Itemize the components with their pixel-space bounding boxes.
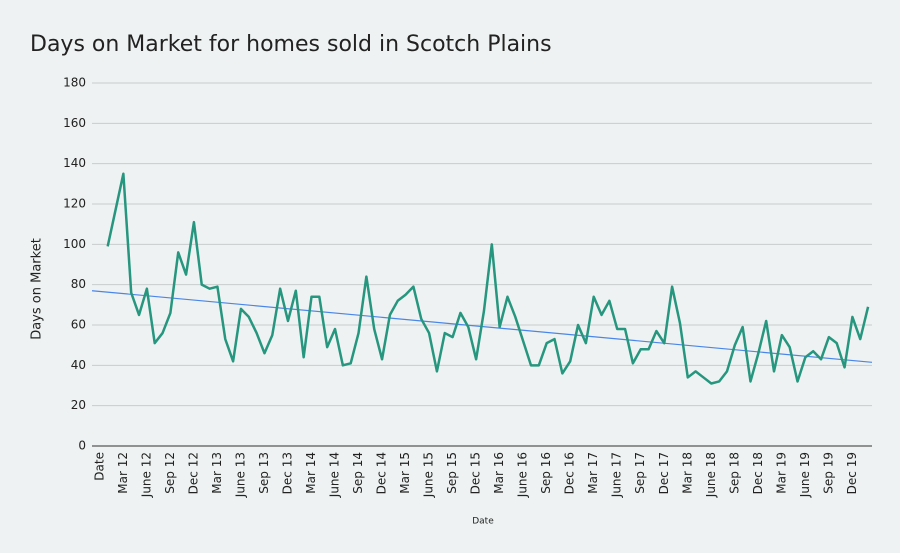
x-tick-label: Mar 18 xyxy=(680,452,694,494)
data-line xyxy=(106,172,870,385)
x-tick-label: Date xyxy=(92,452,106,481)
x-tick-label: Dec 15 xyxy=(469,452,483,494)
x-tick-label: Dec 12 xyxy=(186,452,200,494)
y-tick-label: 20 xyxy=(71,398,86,412)
y-tick-label: 60 xyxy=(71,318,86,332)
x-tick-label: Sep 13 xyxy=(257,452,271,494)
x-tick-label: June 15 xyxy=(422,452,436,498)
x-tick-label: Sep 12 xyxy=(163,452,177,494)
x-tick-label: Sep 18 xyxy=(727,452,741,494)
x-tick-label: June 18 xyxy=(704,452,718,498)
x-tick-label: June 16 xyxy=(516,452,530,498)
x-tick-label: Mar 19 xyxy=(774,452,788,494)
x-tick-label: Mar 16 xyxy=(492,452,506,494)
chart-title: Days on Market for homes sold in Scotch … xyxy=(30,32,552,57)
x-tick-label: June 12 xyxy=(139,452,153,498)
x-tick-label: June 13 xyxy=(233,452,247,498)
x-tick-label: June 14 xyxy=(328,452,342,498)
y-tick-label: 140 xyxy=(63,156,86,170)
x-tick-label: Mar 17 xyxy=(586,452,600,494)
x-tick-label: Mar 14 xyxy=(304,452,318,494)
x-tick-label: Mar 12 xyxy=(116,452,130,494)
x-tick-label: Dec 19 xyxy=(845,452,859,494)
x-tick-label: Dec 18 xyxy=(751,452,765,494)
x-tick-label: Sep 16 xyxy=(539,452,553,494)
x-tick-label: Dec 13 xyxy=(280,452,294,494)
y-tick-label: 160 xyxy=(63,116,86,130)
y-tick-label: 120 xyxy=(63,197,86,211)
x-tick-label: Mar 13 xyxy=(210,452,224,494)
x-tick-label: June 19 xyxy=(798,452,812,498)
x-tick-label: June 17 xyxy=(610,452,624,498)
x-axis-title: Date xyxy=(472,517,494,527)
x-tick-label: Dec 16 xyxy=(563,452,577,494)
y-tick-label: 180 xyxy=(63,76,86,90)
x-tick-label: Sep 17 xyxy=(633,452,647,494)
x-tick-label: Mar 15 xyxy=(398,452,412,494)
y-tick-label: 80 xyxy=(71,277,86,291)
x-tick-label: Dec 17 xyxy=(657,452,671,494)
x-tick-label: Sep 14 xyxy=(351,452,365,494)
y-axis-title: Days on Market xyxy=(30,238,45,340)
y-tick-label: 40 xyxy=(71,358,86,372)
x-tick-label: Sep 19 xyxy=(821,452,835,494)
y-tick-label: 100 xyxy=(63,237,86,251)
y-tick-label: 0 xyxy=(78,439,86,453)
x-tick-label: Sep 15 xyxy=(445,452,459,494)
x-tick-label: Dec 14 xyxy=(375,452,389,494)
